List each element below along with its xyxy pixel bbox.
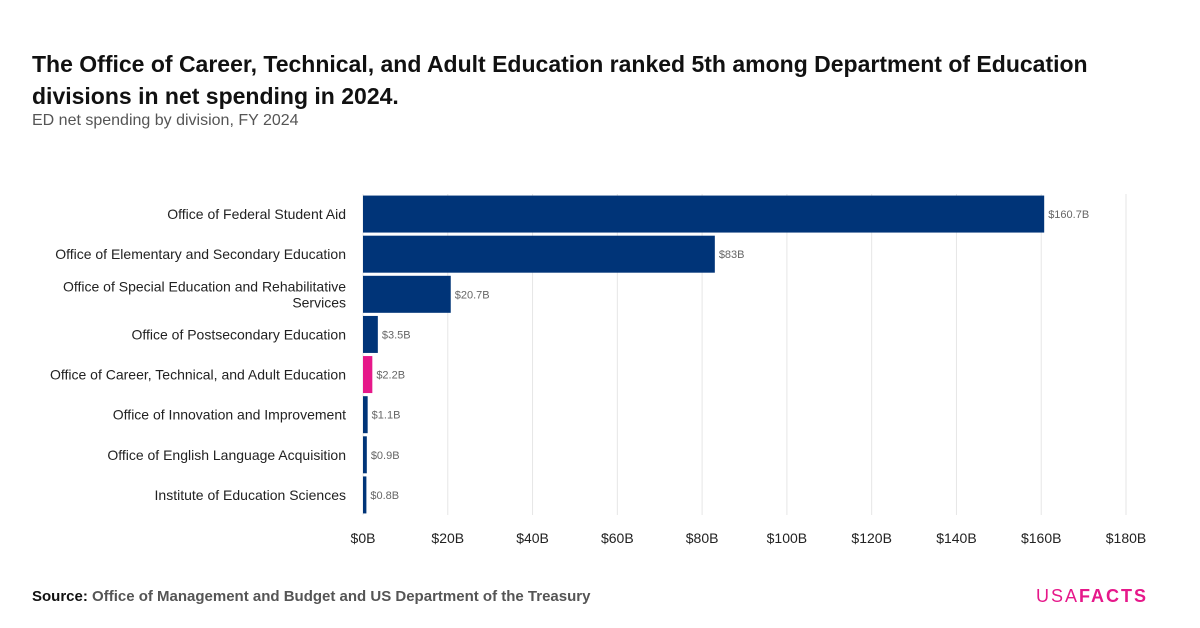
bar [363, 476, 367, 514]
category-label: Office of Federal Student Aid [167, 206, 346, 222]
value-label: $3.5B [382, 329, 411, 341]
category-label-line: Office of Special Education and Rehabili… [63, 278, 346, 294]
category-label-line: Office of Federal Student Aid [167, 206, 346, 222]
x-tick-label: $160B [1021, 530, 1061, 546]
bar [363, 235, 715, 273]
category-label-line: Institute of Education Sciences [155, 487, 346, 503]
bar [363, 315, 378, 353]
bar [363, 195, 1045, 233]
x-tick-label: $20B [431, 530, 464, 546]
category-label-line: Services [292, 294, 346, 310]
category-label: Office of Innovation and Improvement [113, 407, 346, 423]
x-tick-label: $120B [851, 530, 891, 546]
value-label: $83B [719, 249, 745, 261]
value-label: $160.7B [1048, 209, 1089, 221]
category-label: Office of Career, Technical, and Adult E… [50, 367, 346, 383]
logo-facts: FACTS [1078, 586, 1148, 606]
category-label: Office of Elementary and Secondary Educa… [55, 246, 346, 262]
category-label: Institute of Education Sciences [155, 487, 346, 503]
x-tick-label: $80B [686, 530, 719, 546]
x-tick-label: $140B [936, 530, 976, 546]
value-label: $2.2B [376, 370, 405, 382]
source-label: Source: [32, 588, 88, 605]
category-label-line: Office of Innovation and Improvement [113, 407, 346, 423]
tick-layer: $0B $20B $40B $60B $80B $100B $120B $140B $160B $… [351, 530, 1147, 546]
value-label: $20.7B [455, 289, 490, 301]
value-label: $0.9B [371, 450, 400, 462]
category-label-line: Office of Elementary and Secondary Educa… [55, 246, 346, 262]
bar-layer [363, 195, 1045, 514]
x-tick-label: $40B [516, 530, 549, 546]
source-note: Source: Office of Management and Budget … [32, 588, 590, 605]
source-text: Office of Management and Budget and US D… [92, 588, 591, 605]
x-tick-label: $180B [1106, 530, 1146, 546]
x-tick-label: $60B [601, 530, 634, 546]
category-label-line: Office of Postsecondary Education [131, 326, 346, 342]
chart-title: The Office of Career, Technical, and Adu… [32, 51, 1088, 109]
category-label: Office of Special Education and Rehabili… [63, 278, 346, 310]
bar [363, 396, 368, 434]
chart-subtitle: ED net spending by division, FY 2024 [32, 112, 299, 129]
bar [363, 436, 367, 474]
category-label: Office of English Language Acquisition [107, 447, 346, 463]
category-label-line: Office of Career, Technical, and Adult E… [50, 367, 346, 383]
category-label: Office of Postsecondary Education [131, 326, 346, 342]
logo-usa: USA [1035, 586, 1079, 606]
usafacts-logo[interactable]: USAFACTS [1036, 586, 1148, 607]
bar [363, 275, 451, 313]
value-label: $1.1B [372, 410, 401, 422]
value-label: $0.8B [370, 490, 399, 502]
category-label-line: Office of English Language Acquisition [107, 447, 346, 463]
x-tick-label: $100B [767, 530, 807, 546]
label-layer: $160.7B Office of Federal Student Aid $83B… [50, 206, 1089, 503]
bar [363, 356, 373, 394]
x-tick-label: $0B [351, 530, 376, 546]
